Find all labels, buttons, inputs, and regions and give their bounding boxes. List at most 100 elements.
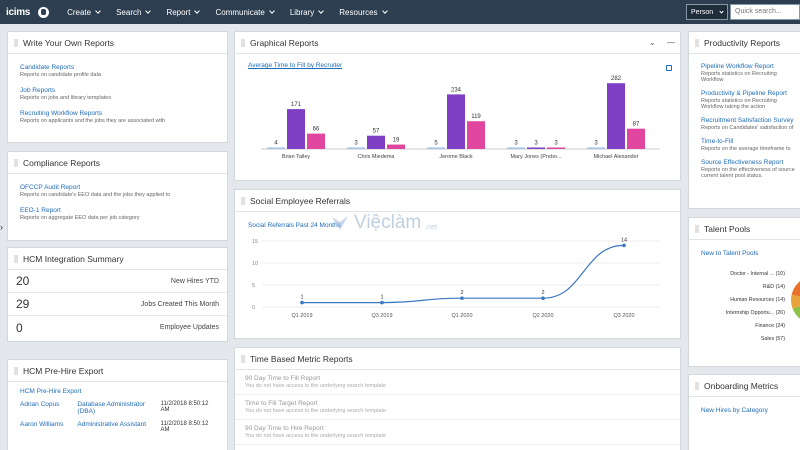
panel-header: HCM Integration Summary	[8, 248, 227, 270]
nav-report[interactable]: Report	[166, 8, 201, 17]
panel-title: Graphical Reports	[250, 37, 319, 48]
nav-search[interactable]: Search	[116, 7, 152, 17]
data-point	[622, 243, 626, 248]
person-select[interactable]: Person	[686, 4, 728, 20]
list-item: Time to Fill Target Report You do not hav…	[235, 395, 680, 420]
expand-arrow-icon[interactable]: ›	[0, 222, 3, 232]
chevron-down-icon	[95, 8, 101, 14]
report-description: Reports on the average timeframe to	[701, 146, 791, 152]
time-to-fill-link[interactable]: Time-to-Fill	[701, 138, 734, 145]
nav-resources[interactable]: Resources	[339, 8, 388, 17]
hcm-row: 0 Employee Updates	[8, 316, 227, 339]
panel-header: Talent Pools	[689, 218, 800, 240]
pie-slice	[791, 281, 800, 297]
data-label: 57	[373, 129, 380, 135]
chart-title-link[interactable]: Average Time to Fill by Recruiter	[248, 62, 343, 69]
watermark-suffix: .net	[425, 223, 437, 231]
bar	[347, 147, 365, 149]
data-label: 1	[300, 295, 303, 301]
hcm-count: 0	[16, 320, 23, 335]
report-description: Reports on applicants and the jobs they …	[20, 118, 166, 124]
pie-label: Human Resources (14)	[730, 297, 785, 303]
data-label: 3	[594, 141, 598, 147]
report-description: You do not have access to the underlying…	[245, 408, 387, 414]
panel-header: Time Based Metric Reports	[235, 348, 680, 370]
data-point	[541, 296, 545, 300]
pipeline-workflow-report-link[interactable]: Pipeline Workflow Report	[701, 63, 774, 70]
table-row: Aaron Williams Administrative Assistant …	[20, 421, 215, 433]
person-link[interactable]: Aaron Williams	[20, 421, 64, 428]
hcm-row: 29 Jobs Created This Month	[8, 293, 227, 316]
x-tick-label: Q1 2019	[291, 313, 312, 319]
minimize-icon[interactable]: —	[667, 38, 675, 47]
ofccp-audit-report-link[interactable]: OFCCP Audit Report	[20, 184, 81, 191]
bar-chart: 4 171 66 Brian Talley 3 57 19 Chris Miedema 5 234…	[261, 76, 660, 160]
bar	[387, 144, 405, 149]
quick-search-input[interactable]: Quick search...	[730, 4, 800, 20]
productivity-pipeline-report-link[interactable]: Productivity & Pipeline Report	[701, 90, 787, 97]
panel-header: Compliance Reports	[8, 152, 227, 174]
watermark-logo-icon	[332, 216, 348, 230]
x-tick-label: Q1 2020	[451, 313, 472, 319]
candidate-reports-link[interactable]: Candidate Reports	[20, 64, 75, 71]
drag-handle-icon[interactable]	[241, 196, 245, 205]
job-link[interactable]: Administrative Assistant	[77, 421, 147, 428]
data-label: 171	[291, 102, 302, 108]
bar	[507, 147, 525, 149]
new-hires-link[interactable]: New Hires by Category	[701, 407, 768, 414]
drag-handle-icon[interactable]	[14, 158, 18, 167]
source-effectiveness-report-link[interactable]: Source Effectiveness Report	[701, 159, 784, 166]
drag-handle-icon[interactable]	[241, 38, 245, 47]
drag-handle-icon[interactable]	[695, 224, 699, 233]
nav-communicate[interactable]: Communicate	[215, 8, 275, 17]
icims-logo[interactable]: icims	[6, 6, 31, 18]
eeo-1-report-link[interactable]: EEO-1 Report	[20, 207, 61, 214]
panel-header: Social Employee Referrals	[235, 190, 680, 212]
drag-handle-icon[interactable]	[14, 366, 18, 375]
bar	[427, 147, 445, 149]
nav-label: Create	[67, 7, 92, 17]
data-label: 66	[313, 127, 320, 133]
watermark: Việclàm .net	[330, 212, 437, 234]
chart-title-link[interactable]: Social Referrals Past 24 Months	[248, 222, 341, 229]
job-link[interactable]: Database Administrator (DBA)	[77, 401, 145, 415]
panel-title: Productivity Reports	[704, 37, 781, 48]
talent-pools-link[interactable]: New to Talent Pools	[701, 250, 759, 257]
globe-icon[interactable]	[38, 6, 50, 18]
drag-handle-icon[interactable]	[695, 381, 699, 390]
report-description: Reports on candidate's EEO data and the …	[20, 192, 171, 198]
y-tick-label: 10	[252, 261, 258, 267]
drag-handle-icon[interactable]	[14, 254, 18, 263]
panel-title: Social Employee Referrals	[250, 195, 351, 206]
report-title: Time to Fill Target Report	[245, 400, 318, 407]
category-label: Jerome Black	[439, 154, 473, 160]
nav-library[interactable]: Library	[290, 8, 325, 17]
job-reports-link[interactable]: Job Reports	[20, 87, 56, 94]
nav-create[interactable]: Create	[67, 7, 101, 17]
prehire-export-link[interactable]: HCM Pre-Hire Export	[20, 388, 82, 395]
person-link[interactable]: Adrian Copus	[20, 401, 60, 408]
recruiting-workflow-reports-link[interactable]: Recruiting Workflow Reports	[20, 110, 103, 117]
drag-handle-icon[interactable]	[241, 354, 245, 363]
chevron-down-icon	[194, 8, 201, 14]
chevron-down-icon	[381, 8, 388, 14]
data-point	[300, 300, 304, 305]
hcm-summary-panel: HCM Integration Summary 20 New Hires YTD …	[7, 247, 228, 342]
report-description: Reports statistics on Recruiting Workflo…	[701, 98, 777, 110]
report-title: 90 Day Time to Hire Report	[245, 425, 324, 432]
drag-handle-icon[interactable]	[14, 38, 18, 47]
category-label: Mary Jones (Prebo...	[510, 154, 562, 160]
nav-label: Search	[116, 7, 142, 17]
export-icon[interactable]	[666, 65, 672, 71]
bar	[527, 147, 545, 149]
x-tick-label: Q3 2020	[613, 313, 634, 319]
report-description: Reports statistics on Recruiting Workflo…	[701, 71, 777, 83]
pie-label: Internship Opportu... (26)	[726, 310, 785, 316]
drag-handle-icon[interactable]	[695, 38, 699, 47]
pie-label: R&D (14)	[763, 284, 785, 290]
recruitment-satisfaction-survey-link[interactable]: Recruitment Satisfaction Survey	[701, 117, 794, 124]
table-row: Adrian Copus Database Administrator (DBA…	[20, 401, 215, 415]
chevron-down-icon[interactable]: ⌄	[649, 38, 656, 47]
data-point	[380, 300, 384, 305]
panel-header: Onboarding Metrics	[689, 375, 800, 397]
